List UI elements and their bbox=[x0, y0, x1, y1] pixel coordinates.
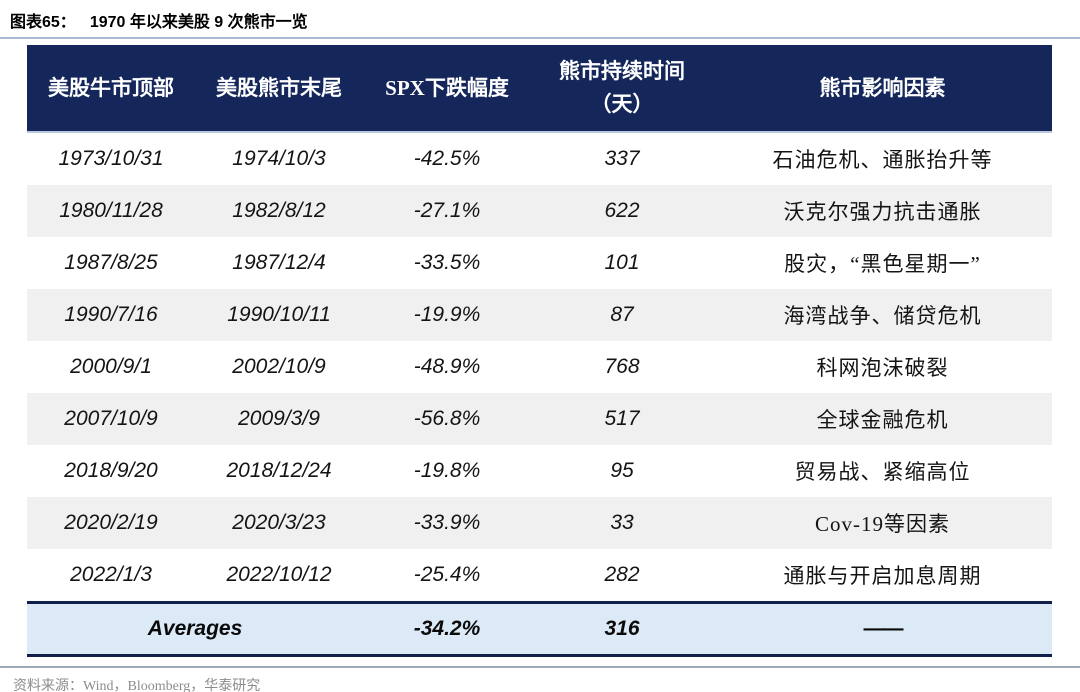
bear-market-table-wrap: 美股牛市顶部 美股熊市末尾 SPX下跌幅度 熊市持续时间（天） 熊市影响因素 1… bbox=[27, 45, 1052, 657]
cell-bear-end: 1990/10/11 bbox=[195, 289, 363, 341]
header-duration: 熊市持续时间（天） bbox=[531, 45, 713, 133]
cell-bear-end: 2018/12/24 bbox=[195, 445, 363, 497]
summary-drawdown: -34.2% bbox=[363, 601, 531, 657]
cell-factor: 海湾战争、储贷危机 bbox=[713, 289, 1052, 341]
table-row: 1990/7/16 1990/10/11 -19.9% 87 海湾战争、储贷危机 bbox=[27, 289, 1052, 341]
cell-bear-end: 2020/3/23 bbox=[195, 497, 363, 549]
table-header: 美股牛市顶部 美股熊市末尾 SPX下跌幅度 熊市持续时间（天） 熊市影响因素 bbox=[27, 45, 1052, 133]
cell-drawdown: -19.8% bbox=[363, 445, 531, 497]
cell-drawdown: -33.5% bbox=[363, 237, 531, 289]
cell-bull-top: 2020/2/19 bbox=[27, 497, 195, 549]
cell-drawdown: -33.9% bbox=[363, 497, 531, 549]
table-row: 2000/9/1 2002/10/9 -48.9% 768 科网泡沫破裂 bbox=[27, 341, 1052, 393]
cell-drawdown: -56.8% bbox=[363, 393, 531, 445]
cell-drawdown: -19.9% bbox=[363, 289, 531, 341]
figure-number: 图表65： bbox=[10, 14, 76, 31]
source-note: 资料来源：Wind，Bloomberg，华泰研究 bbox=[13, 679, 261, 692]
cell-bear-end: 2022/10/12 bbox=[195, 549, 363, 603]
cell-bear-end: 1987/12/4 bbox=[195, 237, 363, 289]
summary-label: Averages bbox=[27, 601, 363, 657]
table-row: 1987/8/25 1987/12/4 -33.5% 101 股灾，“黑色星期一” bbox=[27, 237, 1052, 289]
cell-drawdown: -27.1% bbox=[363, 185, 531, 237]
cell-bull-top: 2007/10/9 bbox=[27, 393, 195, 445]
cell-bull-top: 2000/9/1 bbox=[27, 341, 195, 393]
cell-drawdown: -48.9% bbox=[363, 341, 531, 393]
header-spx-drawdown: SPX下跌幅度 bbox=[363, 45, 531, 133]
cell-days: 95 bbox=[531, 445, 713, 497]
summary-row: Averages -34.2% 316 —— bbox=[27, 601, 1052, 657]
cell-days: 101 bbox=[531, 237, 713, 289]
cell-days: 87 bbox=[531, 289, 713, 341]
table-row: 2020/2/19 2020/3/23 -33.9% 33 Cov-19等因素 bbox=[27, 497, 1052, 549]
cell-drawdown: -42.5% bbox=[363, 132, 531, 185]
cell-days: 33 bbox=[531, 497, 713, 549]
cell-bull-top: 1980/11/28 bbox=[27, 185, 195, 237]
cell-days: 768 bbox=[531, 341, 713, 393]
cell-days: 337 bbox=[531, 132, 713, 185]
cell-bull-top: 2018/9/20 bbox=[27, 445, 195, 497]
cell-factor: 贸易战、紧缩高位 bbox=[713, 445, 1052, 497]
cell-drawdown: -25.4% bbox=[363, 549, 531, 603]
header-bull-top: 美股牛市顶部 bbox=[27, 45, 195, 133]
summary-factor: —— bbox=[713, 601, 1052, 657]
table-row: 2007/10/9 2009/3/9 -56.8% 517 全球金融危机 bbox=[27, 393, 1052, 445]
table-row: 2022/1/3 2022/10/12 -25.4% 282 通胀与开启加息周期 bbox=[27, 549, 1052, 603]
cell-bull-top: 2022/1/3 bbox=[27, 549, 195, 603]
table-body: 1973/10/31 1974/10/3 -42.5% 337 石油危机、通胀抬升等 19… bbox=[27, 132, 1052, 603]
title-divider bbox=[0, 37, 1080, 39]
cell-days: 517 bbox=[531, 393, 713, 445]
cell-days: 282 bbox=[531, 549, 713, 603]
cell-bull-top: 1987/8/25 bbox=[27, 237, 195, 289]
cell-bear-end: 1974/10/3 bbox=[195, 132, 363, 185]
cell-bull-top: 1990/7/16 bbox=[27, 289, 195, 341]
figure-title: 图表65： 1970 年以来美股 9 次熊市一览 bbox=[0, 0, 1080, 37]
cell-factor: 股灾，“黑色星期一” bbox=[713, 237, 1052, 289]
cell-bull-top: 1973/10/31 bbox=[27, 132, 195, 185]
header-factors: 熊市影响因素 bbox=[713, 45, 1052, 133]
bear-market-table: 美股牛市顶部 美股熊市末尾 SPX下跌幅度 熊市持续时间（天） 熊市影响因素 1… bbox=[27, 45, 1052, 657]
cell-factor: 石油危机、通胀抬升等 bbox=[713, 132, 1052, 185]
cell-bear-end: 1982/8/12 bbox=[195, 185, 363, 237]
cell-bear-end: 2002/10/9 bbox=[195, 341, 363, 393]
table-row: 1980/11/28 1982/8/12 -27.1% 622 沃克尔强力抗击通胀 bbox=[27, 185, 1052, 237]
header-row: 美股牛市顶部 美股熊市末尾 SPX下跌幅度 熊市持续时间（天） 熊市影响因素 bbox=[27, 45, 1052, 133]
cell-bear-end: 2009/3/9 bbox=[195, 393, 363, 445]
table-row: 1973/10/31 1974/10/3 -42.5% 337 石油危机、通胀抬升等 bbox=[27, 132, 1052, 185]
cell-factor: 科网泡沫破裂 bbox=[713, 341, 1052, 393]
cell-factor: 沃克尔强力抗击通胀 bbox=[713, 185, 1052, 237]
footer-divider bbox=[0, 666, 1080, 668]
summary-days: 316 bbox=[531, 601, 713, 657]
table-row: 2018/9/20 2018/12/24 -19.8% 95 贸易战、紧缩高位 bbox=[27, 445, 1052, 497]
table-summary: Averages -34.2% 316 —— bbox=[27, 601, 1052, 657]
figure-title-text: 1970 年以来美股 9 次熊市一览 bbox=[89, 14, 308, 31]
cell-factor: 全球金融危机 bbox=[713, 393, 1052, 445]
cell-days: 622 bbox=[531, 185, 713, 237]
cell-factor: 通胀与开启加息周期 bbox=[713, 549, 1052, 603]
cell-factor: Cov-19等因素 bbox=[713, 497, 1052, 549]
header-bear-end: 美股熊市末尾 bbox=[195, 45, 363, 133]
